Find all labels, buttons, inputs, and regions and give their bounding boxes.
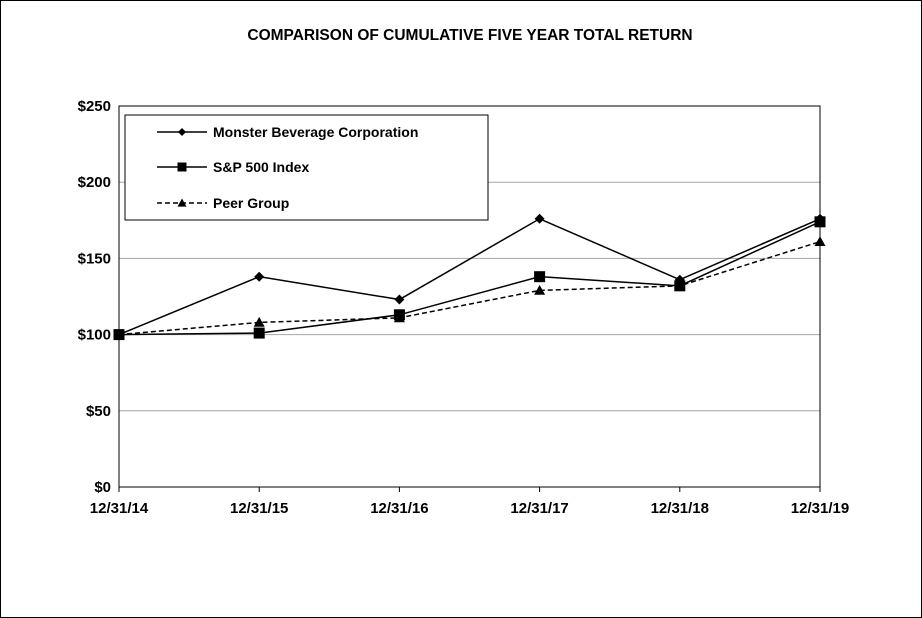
legend-label: S&P 500 Index [213,159,309,175]
series-square [113,216,826,341]
y-tick-label: $100 [78,327,111,344]
data-point [253,316,265,327]
series-triangle [113,236,826,339]
x-tick-label: 12/31/16 [370,500,428,517]
data-point [815,213,825,224]
data-point [534,284,546,295]
legend-marker [177,162,187,172]
y-tick-label: $50 [86,403,111,420]
y-tick-label: $0 [94,479,111,496]
data-point [674,274,685,285]
series-line [118,240,821,336]
data-point [114,329,124,340]
y-tick-label: $250 [78,98,111,115]
x-tick-label: 12/31/19 [791,500,849,517]
legend-marker [177,198,187,207]
legend: Monster Beverage Corporation S&P 500 Inde… [124,114,489,221]
x-tick-label: 12/31/14 [90,500,149,517]
data-point [394,294,405,305]
y-tick-label: $150 [78,250,111,267]
legend-label: Monster Beverage Corporation [213,124,418,140]
x-tick-label: 12/31/15 [230,500,288,517]
data-point [814,236,826,247]
data-point [254,271,265,282]
data-point [534,213,545,224]
y-tick-label: $200 [78,174,111,191]
data-point [393,309,405,321]
series-diamond [114,213,825,340]
chart-title: COMPARISON OF CUMULATIVE FIVE YEAR TOTAL… [247,27,692,44]
series [113,213,826,341]
series-line [118,221,821,336]
series-line [118,217,821,336]
plot-area-border [118,105,821,488]
data-point [253,327,265,339]
x-tick-label: 12/31/17 [510,500,568,517]
axes: $0 $50 $100 $150 $200 $250 12/31/14 12/31/15 12/… [78,98,850,517]
data-point [534,271,546,283]
x-tick-label: 12/31/18 [651,500,709,517]
legend-marker [178,128,186,136]
legend-label: Peer Group [213,195,289,211]
data-point [674,280,686,292]
